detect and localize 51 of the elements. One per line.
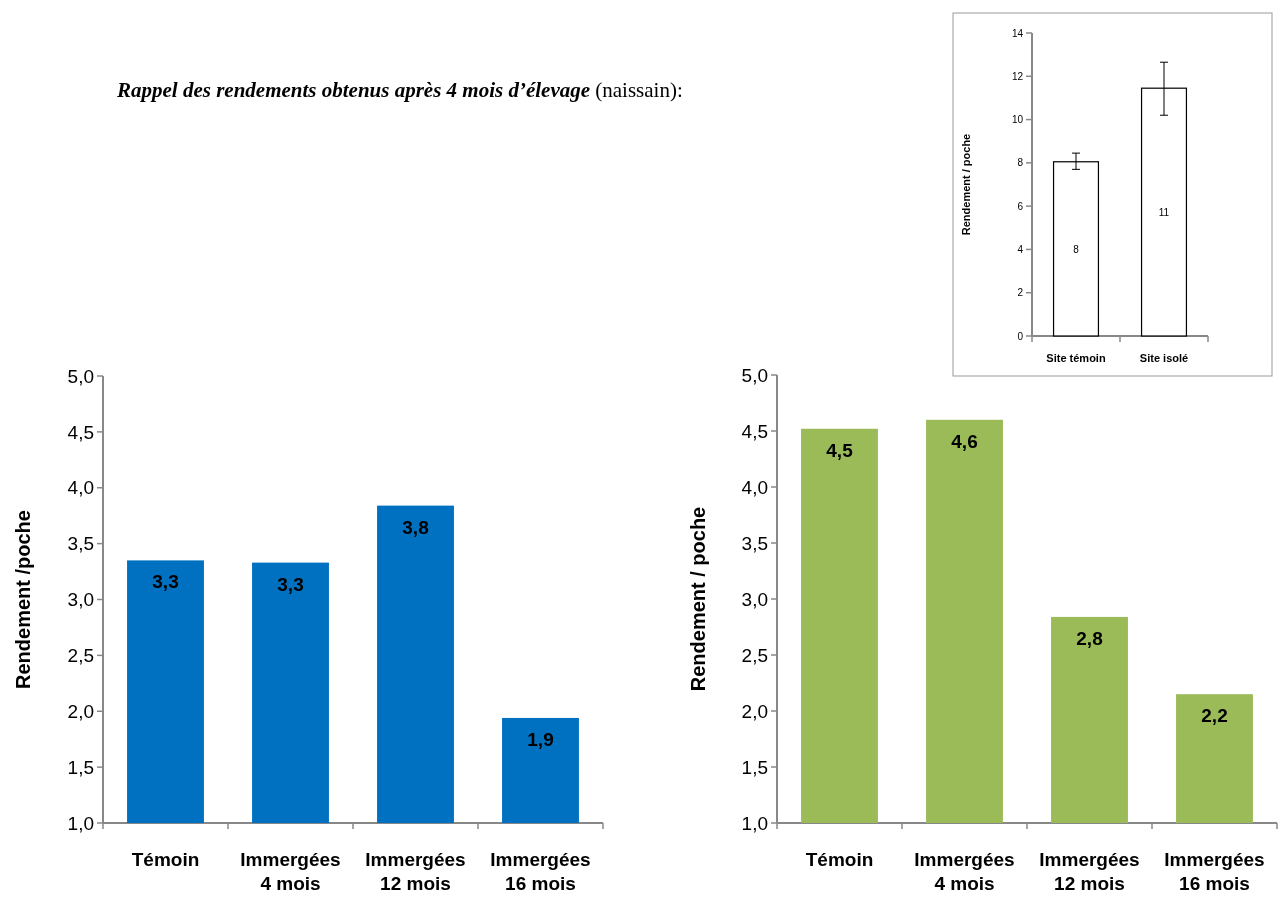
y-tick-label: 4,5	[741, 420, 768, 442]
y-tick-label: 5,0	[67, 365, 94, 387]
y-axis-title: Rendement /poche	[12, 510, 34, 689]
text: Rappel des rendements obtenus après 4 mois d’élevage	[116, 78, 591, 102]
y-tick-label: 1,0	[67, 812, 94, 834]
y-tick-label: 4,0	[67, 477, 94, 499]
y-tick-label: 4,5	[67, 421, 94, 443]
y-tick-label: 14	[1011, 27, 1024, 39]
y-tick-label: 2,0	[67, 700, 94, 722]
y-tick-label: 3,5	[67, 533, 94, 555]
data-label: 4,5	[826, 439, 854, 461]
data-label: 2,8	[1076, 627, 1103, 649]
x-tick-label: Immergées 12 mois	[365, 849, 466, 894]
data-label: 2,2	[1201, 705, 1228, 727]
y-tick-label: 12	[1011, 70, 1024, 82]
y-tick-label: 1,5	[741, 756, 768, 778]
y-tick-label: 2,0	[741, 700, 768, 722]
x-tick-label: Immergées 16 mois	[490, 849, 591, 894]
data-label: 11	[1158, 207, 1170, 219]
x-tick-label: Site témoin	[1046, 352, 1106, 364]
y-axis-title: Rendement / poche	[960, 133, 972, 236]
data-label: 3,3	[152, 571, 179, 593]
x-tick-label: Immergées 4 mois	[914, 849, 1015, 894]
y-tick-label: 4,0	[741, 476, 768, 498]
data-label: 8	[1073, 243, 1080, 255]
data-label: 3,3	[277, 573, 304, 595]
y-tick-label: 3,5	[741, 532, 768, 554]
y-tick-label: 1,0	[741, 812, 768, 834]
data-label: 4,6	[951, 430, 978, 452]
y-tick-label: 2,5	[741, 644, 768, 666]
x-tick-label: Immergées 16 mois	[1164, 849, 1265, 894]
y-tick-label: 5,0	[741, 364, 768, 386]
x-tick-label: Site isolé	[1139, 352, 1189, 364]
x-tick-label: Témoin	[131, 849, 200, 870]
y-tick-label: 3,0	[741, 588, 768, 610]
data-label: 1,9	[527, 728, 554, 750]
x-tick-label: Témoin	[805, 849, 874, 870]
y-tick-label: 2	[1017, 287, 1024, 299]
y-tick-label: 0	[1017, 330, 1024, 342]
y-tick-label: 4	[1017, 243, 1024, 255]
text: (naissain):	[590, 78, 683, 102]
x-tick-label: Immergées 12 mois	[1039, 849, 1140, 894]
y-axis-title: Rendement / poche	[687, 506, 709, 692]
y-tick-label: 10	[1011, 114, 1024, 126]
y-tick-label: 1,5	[67, 756, 94, 778]
x-tick-label: Immergées 4 mois	[240, 849, 341, 894]
y-tick-label: 2,5	[67, 645, 94, 667]
y-tick-label: 8	[1017, 157, 1024, 169]
y-tick-label: 3,0	[67, 589, 94, 611]
data-label: 3,8	[402, 516, 429, 538]
y-tick-label: 6	[1017, 200, 1024, 212]
